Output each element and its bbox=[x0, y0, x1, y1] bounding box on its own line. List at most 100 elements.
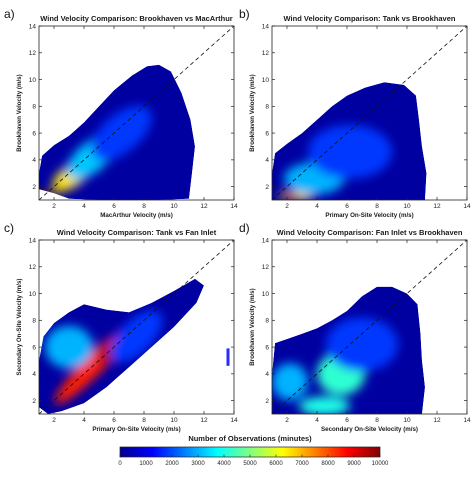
panel-d: 2 4 6 8 10 12 14 2 4 6 8 10 12 14 d) Wind Velocity Comp… bbox=[239, 221, 471, 433]
y-tick-label: 4 bbox=[32, 157, 36, 164]
y-tick-label: 12 bbox=[29, 264, 37, 271]
y-tick-label: 10 bbox=[262, 291, 270, 298]
panel-label: c) bbox=[4, 221, 14, 235]
x-tick-label: 6 bbox=[345, 417, 349, 424]
x-tick-label: 10 bbox=[403, 203, 411, 210]
reference-line bbox=[38, 239, 235, 415]
y-axis-label: Brookhaven Velocity (m/s) bbox=[249, 74, 256, 151]
colorbar: Number of Observations (minutes) 0 1000 200… bbox=[118, 434, 389, 467]
y-tick-label: 4 bbox=[265, 371, 269, 378]
x-tick-label: 6 bbox=[345, 203, 349, 210]
density-field bbox=[39, 64, 195, 200]
y-tick-label: 10 bbox=[29, 291, 37, 298]
density-hotspot bbox=[91, 105, 152, 161]
panel-a: 2 4 6 8 10 12 14 2 4 6 8 10 12 14 a) Wind Velocity Comp… bbox=[4, 7, 238, 219]
x-tick-label: 8 bbox=[375, 203, 379, 210]
axes-frame bbox=[271, 25, 468, 201]
panel-c: 2 4 6 8 10 12 14 2 4 6 8 10 12 14 c) Wind Velocity Comp… bbox=[4, 221, 238, 433]
colorbar-tick-label: 3000 bbox=[191, 461, 205, 467]
colorbar-title: Number of Observations (minutes) bbox=[188, 434, 312, 443]
density-hotspot bbox=[45, 325, 93, 369]
x-tick-label: 12 bbox=[433, 203, 441, 210]
x-tick-label: 6 bbox=[112, 417, 116, 424]
reference-line bbox=[271, 25, 468, 201]
x-tick-label: 14 bbox=[230, 417, 238, 424]
y-tick-label: 2 bbox=[32, 184, 36, 191]
panel-label: b) bbox=[239, 7, 250, 21]
x-tick-label: 12 bbox=[200, 203, 208, 210]
x-tick-label: 10 bbox=[403, 417, 411, 424]
y-tick-label: 6 bbox=[32, 130, 36, 137]
x-tick-label: 8 bbox=[142, 203, 146, 210]
y-tick-label: 8 bbox=[32, 318, 36, 325]
y-tick-label: 12 bbox=[262, 264, 270, 271]
y-tick-label: 14 bbox=[262, 23, 270, 30]
chart-title: Wind Velocity Comparison: Tank vs Brookh… bbox=[284, 14, 456, 23]
density-segment bbox=[226, 348, 230, 366]
y-tick-label: 6 bbox=[32, 344, 36, 351]
axes-frame bbox=[38, 25, 235, 201]
x-tick-label: 4 bbox=[82, 203, 86, 210]
x-tick-label: 14 bbox=[230, 203, 238, 210]
x-axis-label: MacArthur Velocity (m/s) bbox=[100, 212, 173, 219]
x-tick-label: 2 bbox=[52, 203, 56, 210]
colorbar-tick-label: 0 bbox=[118, 461, 122, 467]
x-tick-label: 12 bbox=[200, 417, 208, 424]
y-tick-label: 12 bbox=[262, 50, 270, 57]
density-hotspot bbox=[299, 396, 350, 414]
colorbar-tick-label: 5000 bbox=[243, 461, 257, 467]
y-tick-label: 6 bbox=[265, 130, 269, 137]
colorbar-tick-label: 9000 bbox=[347, 461, 361, 467]
y-tick-label: 6 bbox=[265, 344, 269, 351]
panel-label: a) bbox=[4, 7, 15, 21]
reference-line bbox=[38, 25, 235, 201]
x-axis-label: Primary On-Site Velocity (m/s) bbox=[325, 212, 413, 219]
y-tick-label: 2 bbox=[265, 398, 269, 405]
y-tick-label: 4 bbox=[265, 157, 269, 164]
chart-title: Wind Velocity Comparison: Fan Inlet vs B… bbox=[277, 228, 463, 237]
x-tick-label: 4 bbox=[315, 417, 319, 424]
density-hotspot bbox=[272, 363, 308, 401]
y-tick-label: 8 bbox=[265, 104, 269, 111]
density-field bbox=[272, 82, 427, 200]
x-tick-label: 4 bbox=[82, 417, 86, 424]
panel-b: 2 4 6 8 10 12 14 2 4 6 8 10 12 14 b) Wind Velocity Comp… bbox=[239, 7, 471, 219]
colorbar-tick-label: 6000 bbox=[269, 461, 283, 467]
y-tick-label: 10 bbox=[29, 77, 37, 84]
axes-frame bbox=[271, 239, 468, 415]
density-hotspot bbox=[110, 310, 163, 363]
y-tick-label: 8 bbox=[265, 318, 269, 325]
colorbar-tick-label: 10000 bbox=[372, 461, 389, 467]
colorbar-tick-label: 8000 bbox=[321, 461, 335, 467]
density-hotspot bbox=[282, 194, 298, 200]
x-tick-label: 2 bbox=[285, 203, 289, 210]
reference-line bbox=[271, 239, 468, 415]
chart-title: Wind Velocity Comparison: Brookhaven vs … bbox=[40, 14, 233, 23]
y-tick-label: 4 bbox=[32, 371, 36, 378]
y-tick-label: 8 bbox=[32, 104, 36, 111]
colorbar-tick-label: 4000 bbox=[217, 461, 231, 467]
y-tick-label: 12 bbox=[29, 50, 37, 57]
x-tick-label: 2 bbox=[285, 417, 289, 424]
x-tick-label: 14 bbox=[463, 417, 471, 424]
y-tick-label: 14 bbox=[29, 23, 37, 30]
x-axis-label: Primary On-Site Velocity (m/s) bbox=[92, 426, 180, 433]
colorbar-tick-label: 1000 bbox=[139, 461, 153, 467]
colorbar-tick-label: 7000 bbox=[295, 461, 309, 467]
x-tick-label: 14 bbox=[463, 203, 471, 210]
x-tick-label: 10 bbox=[170, 203, 178, 210]
y-axis-label: Brookhaven Velocity (m/s) bbox=[249, 288, 256, 365]
density-field bbox=[272, 286, 425, 414]
x-tick-label: 4 bbox=[315, 203, 319, 210]
y-tick-label: 14 bbox=[29, 237, 37, 244]
y-axis-label: Brookhaven Velocity (m/s) bbox=[16, 74, 23, 151]
y-tick-label: 2 bbox=[265, 184, 269, 191]
y-axis-label: Secondary On-Site Velocity (m/s) bbox=[16, 279, 23, 376]
x-tick-label: 12 bbox=[433, 417, 441, 424]
x-axis-label: Secondary On-Site Velocity (m/s) bbox=[321, 426, 418, 433]
density-hotspot bbox=[326, 317, 398, 372]
y-tick-label: 2 bbox=[32, 398, 36, 405]
y-tick-label: 14 bbox=[262, 237, 270, 244]
y-tick-label: 10 bbox=[262, 77, 270, 84]
